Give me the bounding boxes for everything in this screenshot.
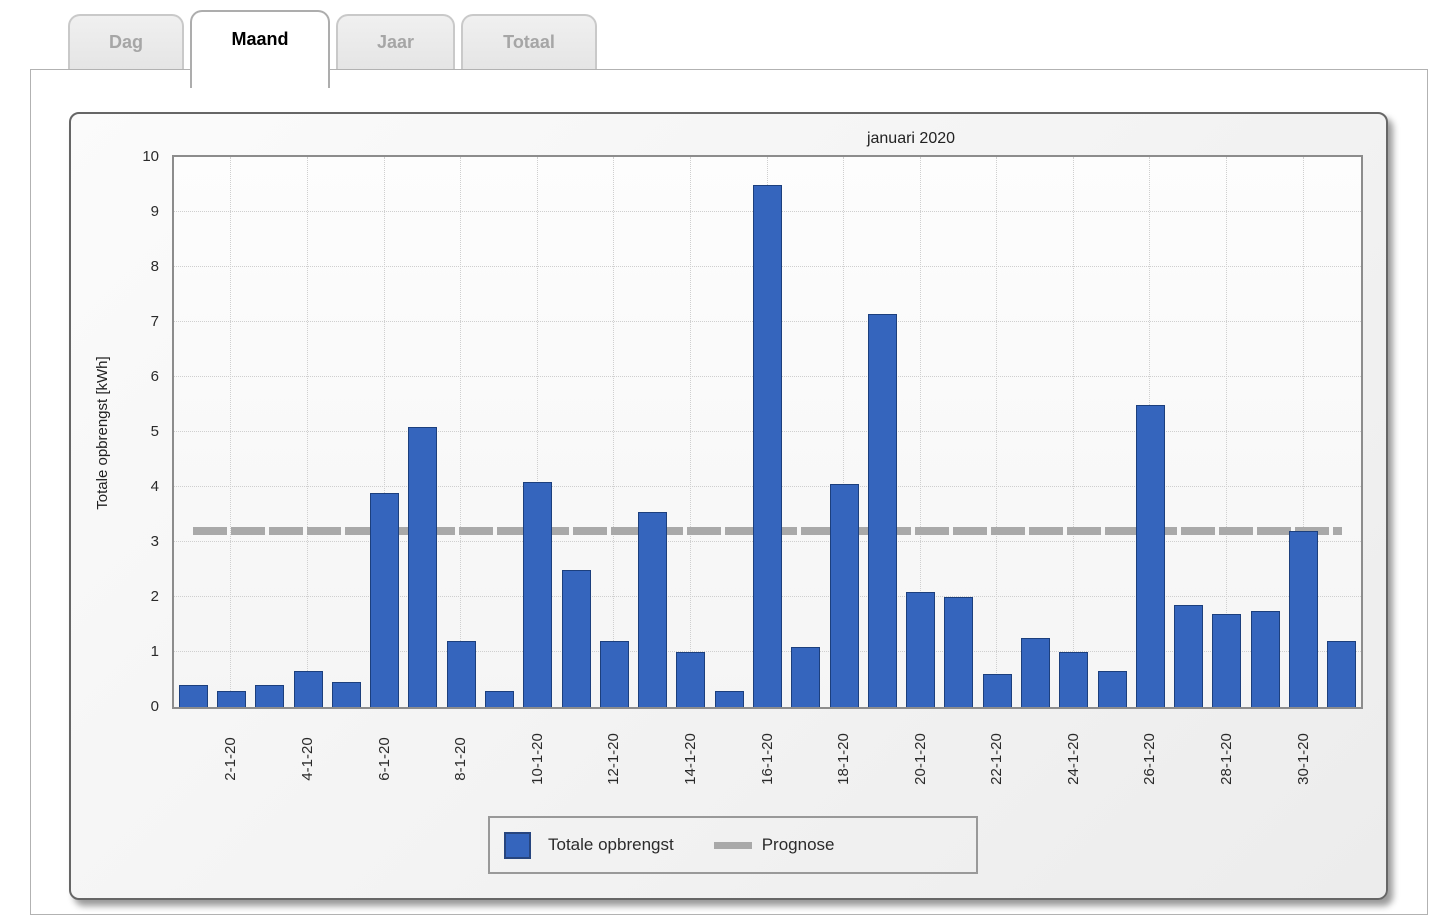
x-tick-label: 22-1-20 (988, 733, 1006, 785)
x-tick-label: 16-1-20 (758, 733, 776, 785)
tab-maand[interactable]: Maand (190, 10, 330, 88)
v-gridline (307, 157, 309, 707)
y-tick-label: 2 (150, 588, 159, 605)
bar-24-1-20 (1059, 652, 1089, 707)
bar-22-1-20 (982, 674, 1012, 707)
v-gridline (689, 157, 691, 707)
x-tick-label: 8-1-20 (452, 737, 470, 781)
x-tick-label: 26-1-20 (1141, 733, 1159, 785)
bar-6-1-20 (370, 492, 400, 707)
bar-10-1-20 (523, 481, 553, 707)
plot-area (172, 155, 1363, 709)
bar-16-1-20 (753, 184, 782, 707)
bar-27-1-20 (1174, 605, 1204, 707)
bar-14-1-20 (676, 652, 706, 707)
bar-31-1-20 (1327, 641, 1357, 707)
bar-12-1-20 (599, 641, 629, 707)
y-tick-label: 5 (150, 423, 159, 440)
bar-13-1-20 (638, 511, 668, 707)
v-gridline (460, 157, 462, 707)
bar-11-1-20 (561, 569, 591, 707)
tab-dag[interactable]: Dag (68, 14, 184, 69)
bar-3-1-20 (255, 685, 285, 707)
bar-15-1-20 (714, 690, 744, 707)
legend-label-prognose: Prognose (761, 835, 835, 854)
bar-5-1-20 (331, 682, 361, 707)
tab-maand-label: Maand (231, 29, 289, 49)
v-gridline (383, 157, 385, 707)
tab-totaal[interactable]: Totaal (461, 14, 597, 69)
legend-label-totale-opbrengst: Totale opbrengst (548, 835, 674, 854)
y-tick-label: 6 (150, 368, 159, 385)
bar-29-1-20 (1250, 610, 1280, 707)
y-tick-label: 3 (150, 533, 159, 550)
v-gridline (230, 157, 232, 707)
chart-title: januari 2020 (866, 130, 956, 147)
bar-17-1-20 (791, 646, 821, 707)
legend-swatch-totale-opbrengst (504, 831, 531, 859)
x-tick-label: 6-1-20 (375, 737, 393, 781)
v-gridline (843, 157, 845, 707)
bar-8-1-20 (446, 641, 476, 707)
x-tick-label: 24-1-20 (1064, 733, 1082, 785)
x-tick-label: 18-1-20 (835, 733, 853, 785)
v-gridline (536, 157, 538, 707)
tab-jaar-label: Jaar (376, 32, 415, 52)
bar-25-1-20 (1097, 671, 1127, 707)
y-tick-label: 4 (150, 478, 159, 495)
x-tick-label: 30-1-20 (1294, 733, 1312, 785)
y-tick-label: 10 (142, 148, 159, 165)
tab-dag-label: Dag (108, 32, 143, 52)
x-tick-label: 28-1-20 (1217, 733, 1235, 785)
bar-21-1-20 (944, 597, 974, 707)
bar-30-1-20 (1289, 531, 1319, 707)
v-gridline (1225, 157, 1227, 707)
chart-legend: Totale opbrengst Prognose (488, 816, 978, 874)
y-tick-label: 8 (150, 258, 159, 275)
x-tick-label: 10-1-20 (528, 733, 546, 785)
bar-23-1-20 (1021, 638, 1051, 707)
bar-1-1-20 (178, 685, 208, 707)
bar-20-1-20 (906, 591, 936, 707)
legend-swatch-prognose (713, 841, 752, 849)
bar-19-1-20 (867, 313, 897, 707)
bar-9-1-20 (484, 690, 514, 707)
x-tick-label: 20-1-20 (911, 733, 929, 785)
bar-18-1-20 (829, 484, 859, 707)
x-tick-label: 14-1-20 (681, 733, 699, 785)
x-tick-label: 2-1-20 (222, 737, 240, 781)
tab-totaal-label: Totaal (503, 32, 555, 52)
bar-2-1-20 (216, 690, 246, 707)
bar-28-1-20 (1212, 613, 1242, 707)
v-gridline (613, 157, 615, 707)
v-gridline (996, 157, 998, 707)
tab-jaar[interactable]: Jaar (336, 14, 455, 69)
bar-26-1-20 (1135, 404, 1165, 707)
y-tick-label: 0 (150, 698, 159, 715)
v-gridline (1072, 157, 1074, 707)
v-gridline (1302, 157, 1304, 707)
bar-4-1-20 (293, 671, 323, 707)
bar-7-1-20 (408, 426, 438, 707)
tab-bar: Dag Maand Jaar Totaal (68, 0, 597, 88)
v-gridline (919, 157, 921, 707)
y-tick-label: 9 (150, 203, 159, 220)
y-tick-label: 7 (150, 313, 159, 330)
x-tick-label: 4-1-20 (299, 737, 317, 781)
x-tick-label: 12-1-20 (605, 733, 623, 785)
y-tick-label: 1 (150, 643, 159, 660)
